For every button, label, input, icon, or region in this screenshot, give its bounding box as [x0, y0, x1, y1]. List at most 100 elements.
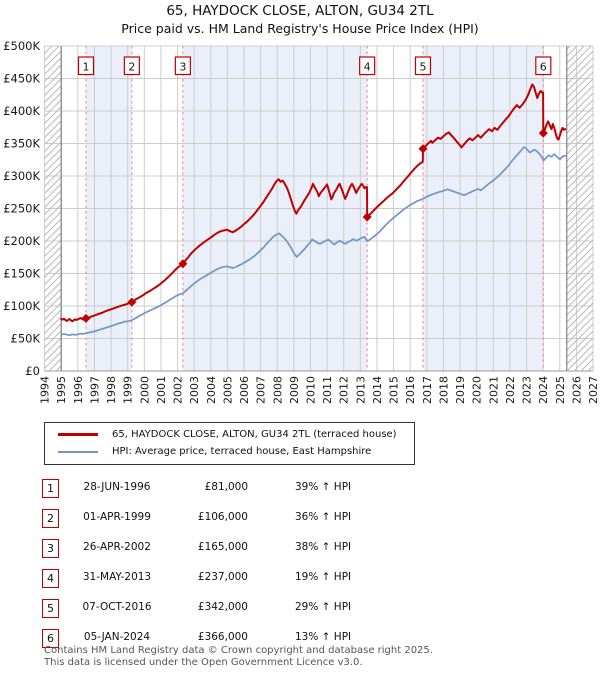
- svg-text:£350K: £350K: [3, 137, 40, 151]
- transaction-row: 5 07-OCT-2016 £342,000 29% ↑ HPI: [0, 596, 600, 626]
- svg-text:2: 2: [128, 61, 135, 74]
- svg-text:1995: 1995: [55, 376, 68, 404]
- svg-text:1997: 1997: [88, 376, 101, 404]
- svg-text:£400K: £400K: [3, 104, 40, 118]
- svg-text:2005: 2005: [221, 376, 234, 404]
- svg-text:2012: 2012: [338, 376, 351, 404]
- transaction-hpi-delta: 36% ↑ HPI: [295, 511, 352, 523]
- sale-marker-6: [538, 128, 548, 138]
- transaction-date: 05-JAN-2024: [83, 631, 151, 643]
- svg-text:3: 3: [179, 61, 186, 74]
- row-number-badge: 4: [42, 569, 59, 588]
- svg-text:2027: 2027: [587, 376, 600, 404]
- transaction-hpi-delta: 38% ↑ HPI: [295, 541, 352, 553]
- svg-text:1994: 1994: [39, 376, 52, 404]
- row-number-badge: 2: [42, 509, 59, 528]
- transaction-date: 07-OCT-2016: [82, 601, 152, 613]
- svg-text:2024: 2024: [537, 376, 550, 404]
- transaction-price: £237,000: [197, 571, 248, 583]
- svg-text:2011: 2011: [321, 376, 334, 404]
- svg-text:5: 5: [419, 61, 426, 74]
- svg-text:2016: 2016: [404, 376, 417, 404]
- transaction-row: 4 31-MAY-2013 £237,000 19% ↑ HPI: [0, 566, 600, 596]
- no-data-hatch: [44, 46, 593, 371]
- transaction-hpi-delta: 19% ↑ HPI: [295, 571, 352, 583]
- transaction-date: 31-MAY-2013: [82, 571, 152, 583]
- svg-text:2022: 2022: [504, 376, 517, 404]
- legend-item-hpi: HPI: Average price, terraced house, East…: [45, 443, 414, 460]
- hpi-line-swatch: [58, 450, 98, 453]
- transaction-hpi-delta: 29% ↑ HPI: [295, 601, 352, 613]
- svg-text:£50K: £50K: [11, 332, 41, 346]
- legend-label: HPI: Average price, terraced house, East…: [112, 446, 372, 457]
- svg-text:2017: 2017: [421, 376, 434, 404]
- svg-text:1: 1: [82, 61, 89, 74]
- transaction-hpi-delta: 39% ↑ HPI: [295, 481, 352, 493]
- svg-text:2004: 2004: [205, 376, 218, 404]
- sale-point-markers: [81, 128, 548, 323]
- sale-marker-4: [362, 212, 372, 222]
- transaction-hpi-delta: 13% ↑ HPI: [295, 631, 352, 643]
- svg-text:2025: 2025: [554, 376, 567, 404]
- x-axis-labels: 1994 1995 1996 1997 1998 1999 2000 2001 2002 2003…: [39, 376, 600, 404]
- transaction-price: £81,000: [204, 481, 248, 493]
- sale-marker-5: [418, 144, 428, 154]
- transaction-row: 6 05-JAN-2024 £366,000 13% ↑ HPI: [0, 626, 600, 656]
- transaction-row: 1 28-JUN-1996 £81,000 39% ↑ HPI: [0, 476, 600, 506]
- footer-line-2: This data is licensed under the Open Gov…: [44, 656, 363, 668]
- footer-line-1: Contains HM Land Registry data © Crown c…: [44, 645, 433, 656]
- sale-marker-3: [178, 259, 188, 269]
- sale-marker-2: [127, 297, 137, 307]
- chart-legend: 65, HAYDOCK CLOSE, ALTON, GU34 2TL (terr…: [44, 422, 415, 465]
- svg-text:2000: 2000: [138, 376, 151, 404]
- transaction-table: 1 28-JUN-1996 £81,000 39% ↑ HPI 2 01-APR…: [0, 476, 600, 656]
- row-number-badge: 1: [42, 479, 59, 498]
- svg-text:4: 4: [364, 61, 371, 74]
- transaction-price: £366,000: [197, 631, 248, 643]
- svg-text:1996: 1996: [72, 376, 85, 404]
- svg-text:2007: 2007: [255, 376, 268, 404]
- license-footer: Contains HM Land Registry data © Crown c…: [44, 645, 584, 668]
- transaction-price: £165,000: [197, 541, 248, 553]
- svg-text:2010: 2010: [304, 376, 317, 404]
- legend-label: 65, HAYDOCK CLOSE, ALTON, GU34 2TL (terr…: [112, 429, 397, 440]
- hpi-line: [60, 146, 567, 337]
- svg-text:2002: 2002: [172, 376, 185, 404]
- transaction-price: £342,000: [197, 601, 248, 613]
- svg-text:£0: £0: [25, 364, 40, 378]
- transaction-date: 01-APR-1999: [83, 511, 151, 523]
- svg-text:6: 6: [540, 61, 547, 74]
- transaction-row: 3 26-APR-2002 £165,000 38% ↑ HPI: [0, 536, 600, 566]
- row-number-badge: 3: [42, 539, 59, 558]
- svg-text:2001: 2001: [155, 376, 168, 404]
- svg-text:2003: 2003: [188, 376, 201, 404]
- transaction-row: 2 01-APR-1999 £106,000 36% ↑ HPI: [0, 506, 600, 536]
- svg-text:2026: 2026: [570, 376, 583, 404]
- page-title: 65, HAYDOCK CLOSE, ALTON, GU34 2TL: [166, 3, 434, 19]
- svg-text:2013: 2013: [354, 376, 367, 404]
- svg-text:£300K: £300K: [3, 169, 40, 183]
- price-line-swatch: [58, 433, 98, 436]
- svg-text:£200K: £200K: [3, 234, 40, 248]
- svg-text:£500K: £500K: [3, 39, 40, 53]
- svg-text:£150K: £150K: [3, 267, 40, 281]
- row-number-badge: 5: [42, 599, 59, 618]
- sale-number-labels: 1 2 3 4 5 6: [77, 56, 552, 76]
- transaction-date: 28-JUN-1996: [83, 481, 151, 493]
- svg-text:2014: 2014: [371, 376, 384, 404]
- transaction-date: 26-APR-2002: [83, 541, 151, 553]
- svg-text:2015: 2015: [388, 376, 401, 404]
- svg-text:2019: 2019: [454, 376, 467, 404]
- svg-text:£250K: £250K: [3, 202, 40, 216]
- legend-item-price-paid: 65, HAYDOCK CLOSE, ALTON, GU34 2TL (terr…: [45, 426, 414, 443]
- sale-marker-1: [81, 313, 91, 323]
- svg-text:2009: 2009: [288, 376, 301, 404]
- svg-text:2006: 2006: [238, 376, 251, 404]
- svg-text:£450K: £450K: [3, 72, 40, 86]
- svg-text:1999: 1999: [122, 376, 135, 404]
- page-subtitle: Price paid vs. HM Land Registry's House …: [121, 21, 479, 36]
- transaction-price: £106,000: [197, 511, 248, 523]
- svg-text:£100K: £100K: [3, 299, 40, 313]
- svg-text:2008: 2008: [271, 376, 284, 404]
- svg-text:2021: 2021: [487, 376, 500, 404]
